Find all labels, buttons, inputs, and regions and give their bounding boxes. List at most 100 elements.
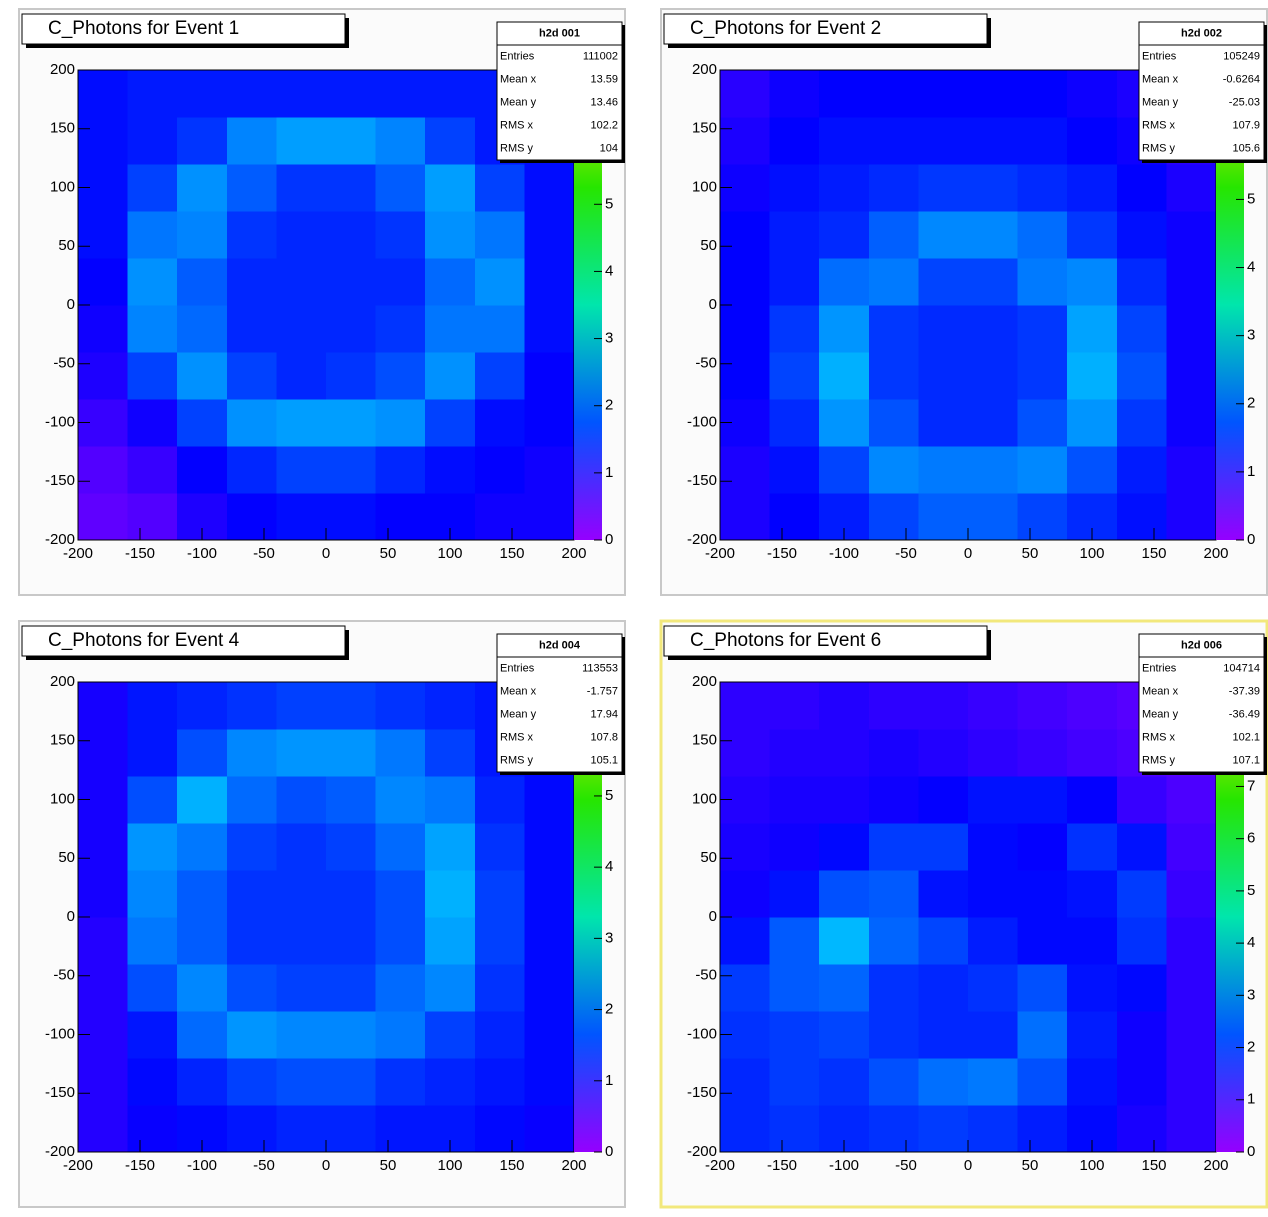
heatmap-cell bbox=[425, 823, 476, 871]
heatmap-cell bbox=[326, 776, 377, 824]
heatmap-cell bbox=[78, 917, 129, 965]
x-tick-label: 200 bbox=[561, 545, 586, 562]
stats-label: RMS x bbox=[500, 119, 534, 131]
heatmap-cell bbox=[769, 399, 820, 447]
heatmap-cell bbox=[1116, 164, 1167, 212]
heatmap-cell bbox=[968, 1011, 1019, 1059]
heatmap-cell bbox=[375, 964, 426, 1012]
heatmap-cell bbox=[720, 917, 771, 965]
heatmap-cell bbox=[769, 446, 820, 494]
chart-title: C_Photons for Event 1 bbox=[48, 18, 239, 39]
heatmap-cell bbox=[326, 1105, 377, 1153]
heatmap-cell bbox=[326, 211, 377, 259]
heatmap-cell bbox=[1017, 1105, 1068, 1153]
heatmap-cell bbox=[524, 776, 575, 824]
heatmap-cell bbox=[276, 1058, 327, 1106]
stats-value: 102.2 bbox=[590, 119, 618, 131]
heatmap-cell bbox=[918, 305, 969, 353]
heatmap-cell bbox=[375, 70, 426, 118]
heatmap-cell bbox=[375, 493, 426, 541]
x-tick-label: -100 bbox=[829, 1157, 859, 1174]
heatmap-cell bbox=[769, 1105, 820, 1153]
stats-value: 105249 bbox=[1223, 50, 1260, 62]
heatmap-cell bbox=[474, 870, 525, 918]
heatmap-cell bbox=[819, 117, 870, 165]
heatmap-cell bbox=[127, 352, 178, 400]
y-tick-label: -150 bbox=[45, 1084, 75, 1101]
heatmap-cell bbox=[226, 305, 277, 353]
stats-label: Entries bbox=[1142, 50, 1177, 62]
y-tick-label: -100 bbox=[687, 1025, 717, 1042]
heatmap-cell bbox=[226, 117, 277, 165]
heatmap-cell bbox=[1116, 870, 1167, 918]
heatmap-cell bbox=[276, 870, 327, 918]
heatmap-cell bbox=[326, 352, 377, 400]
z-tick-label: 7 bbox=[1247, 777, 1255, 794]
pad: -200 -150 -100 -50 0 50 100 150 200-200-150-100-… bbox=[21, 13, 625, 562]
z-tick-label: 4 bbox=[1247, 934, 1255, 951]
heatmap-cell bbox=[375, 305, 426, 353]
heatmap-cell bbox=[524, 870, 575, 918]
heatmap-cell bbox=[326, 964, 377, 1012]
heatmap-cell bbox=[819, 729, 870, 777]
heatmap-cell bbox=[1067, 729, 1118, 777]
heatmap-cell bbox=[425, 729, 476, 777]
y-tick-label: -50 bbox=[695, 355, 717, 372]
y-tick-label: 0 bbox=[67, 296, 75, 313]
heatmap-cell bbox=[375, 776, 426, 824]
stats-label: Mean x bbox=[500, 685, 537, 697]
heatmap-cell bbox=[868, 164, 919, 212]
heatmap-cell bbox=[276, 399, 327, 447]
heatmap-cell bbox=[276, 117, 327, 165]
heatmap-cell bbox=[425, 305, 476, 353]
heatmap-cell bbox=[375, 352, 426, 400]
heatmap-cell bbox=[1166, 917, 1217, 965]
heatmap-cell bbox=[1116, 493, 1167, 541]
heatmap-cell bbox=[226, 823, 277, 871]
heatmap-cell bbox=[127, 258, 178, 306]
heatmap-cell bbox=[769, 682, 820, 730]
x-tick-label: -150 bbox=[767, 545, 797, 562]
stats-label: Mean y bbox=[1142, 96, 1179, 108]
heatmap-cell bbox=[1166, 446, 1217, 494]
stats-label: Mean y bbox=[500, 96, 537, 108]
heatmap-cell bbox=[819, 352, 870, 400]
heatmap-cell bbox=[524, 1011, 575, 1059]
heatmap-cell bbox=[868, 446, 919, 494]
heatmap-cell bbox=[968, 1105, 1019, 1153]
heatmap-cell bbox=[474, 305, 525, 353]
heatmap-cell bbox=[868, 352, 919, 400]
heatmap-cell bbox=[127, 70, 178, 118]
y-tick-label: 100 bbox=[50, 178, 75, 195]
heatmap-cell bbox=[1017, 776, 1068, 824]
heatmap-cell bbox=[78, 870, 129, 918]
heatmap-cell bbox=[968, 164, 1019, 212]
heatmap-cell bbox=[474, 1058, 525, 1106]
heatmap-cell bbox=[720, 1105, 771, 1153]
stats-value: -0.6264 bbox=[1223, 73, 1260, 85]
heatmap-cell bbox=[1067, 117, 1118, 165]
x-tick-label: 200 bbox=[561, 1157, 586, 1174]
heatmap-cell bbox=[1067, 164, 1118, 212]
x-tick-label: -200 bbox=[63, 1157, 93, 1174]
stats-value: 104 bbox=[600, 142, 618, 154]
x-tick-label: 100 bbox=[437, 1157, 462, 1174]
heatmap-cell bbox=[968, 258, 1019, 306]
heatmap-cell bbox=[1017, 917, 1068, 965]
heatmap-cell bbox=[968, 399, 1019, 447]
stats-value: 111002 bbox=[583, 50, 618, 62]
heatmap-cell bbox=[1116, 1011, 1167, 1059]
stats-box bbox=[1138, 21, 1265, 161]
heatmap-cell bbox=[326, 729, 377, 777]
x-tick-label: -50 bbox=[895, 545, 917, 562]
stats-label: RMS y bbox=[1142, 754, 1176, 766]
heatmap-cell bbox=[720, 682, 771, 730]
heatmap-cell bbox=[474, 917, 525, 965]
heatmap-cell bbox=[177, 70, 228, 118]
heatmap-cell bbox=[326, 399, 377, 447]
heatmap-cell bbox=[1017, 1058, 1068, 1106]
heatmap-cell bbox=[868, 870, 919, 918]
stats-value: -25.03 bbox=[1229, 96, 1260, 108]
heatmap-cell bbox=[968, 211, 1019, 259]
heatmap-cell bbox=[226, 352, 277, 400]
